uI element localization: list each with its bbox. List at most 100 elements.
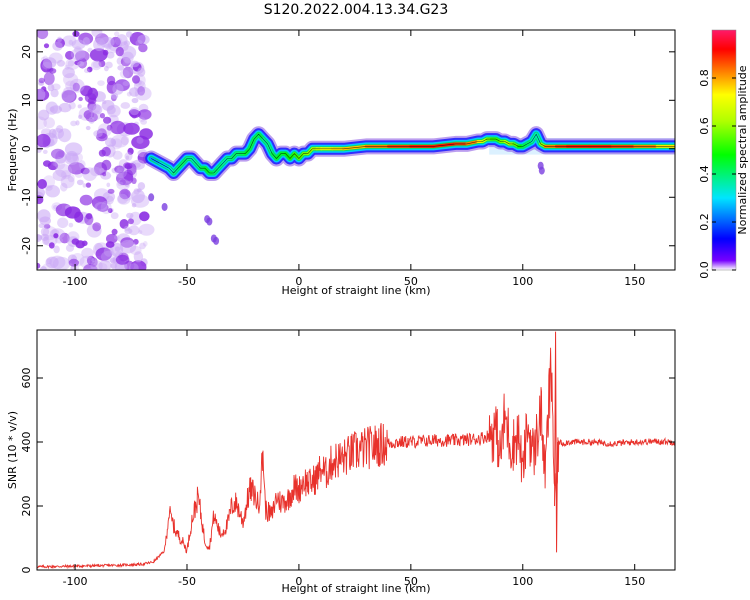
noise-blob: [92, 222, 102, 232]
noise-blob: [119, 69, 130, 79]
noise-blob: [72, 82, 80, 92]
noise-blob: [137, 86, 146, 96]
noise-blob: [133, 238, 139, 245]
noise-blob: [117, 193, 128, 204]
x-tick-label: -50: [178, 575, 196, 588]
noise-blob: [87, 87, 99, 100]
noise-blob: [137, 34, 150, 45]
noise-blob: [92, 61, 101, 68]
ridge-center-line: [151, 133, 675, 174]
noise-blob: [37, 179, 47, 189]
noise-blob: [40, 266, 47, 270]
noise-blob: [127, 147, 134, 155]
noise-blob: [115, 46, 124, 57]
noise-blob: [52, 41, 63, 51]
noise-blob: [112, 150, 123, 160]
noise-blob: [43, 223, 51, 229]
noise-blob: [38, 77, 45, 84]
noise-blob: [96, 132, 108, 142]
noise-blob: [68, 222, 74, 228]
noise-blob: [124, 228, 133, 235]
snr-x-axis: -100 -50 0 50 100 150: [63, 330, 645, 588]
noise-blob: [97, 80, 105, 86]
noise-blob: [131, 135, 150, 149]
noise-blob: [61, 90, 77, 103]
noise-blob: [139, 211, 150, 222]
noise-blob: [110, 212, 119, 220]
noise-blob: [78, 160, 86, 169]
noise-blob: [109, 138, 117, 147]
noise-blob: [143, 241, 148, 247]
colorbar-tick-label: 0.8: [698, 69, 711, 87]
spectral-spot: [213, 236, 220, 245]
colorbar-tick-label: 0.0: [698, 261, 711, 279]
noise-blob: [130, 60, 140, 68]
noise-blob: [137, 182, 146, 191]
noise-blob: [93, 104, 103, 115]
spectrogram-y-axis: -20 -10 0 10 20: [20, 45, 675, 255]
noise-blob: [67, 162, 85, 175]
noise-blob: [107, 208, 113, 214]
noise-blob: [67, 60, 75, 67]
noise-blob: [88, 116, 95, 124]
noise-blob: [129, 107, 140, 116]
noise-blob: [48, 128, 57, 139]
noise-blob: [81, 247, 94, 259]
spectrogram-x-axis: -100 -50 0 50 100 150: [63, 30, 645, 288]
noise-blob: [53, 233, 59, 239]
y-tick-label: 20: [20, 45, 33, 59]
noise-blob: [131, 189, 145, 204]
colorbar-label: Normalized spectral amplitude: [736, 65, 749, 234]
snr-x-label: Height of straight line (km): [281, 582, 430, 595]
y-tick-label: -10: [20, 188, 33, 206]
noise-blob: [138, 223, 155, 236]
colorbar-axis: 0.0 0.2 0.4 0.6 0.8: [698, 29, 737, 279]
noise-blob: [43, 71, 55, 86]
noise-blob: [119, 239, 137, 254]
noise-blob: [60, 170, 72, 180]
colorbar-tick-label: 0.4: [698, 165, 711, 183]
noise-blob: [43, 117, 55, 129]
noise-blob: [126, 212, 134, 219]
noise-blob: [120, 237, 135, 248]
noise-blob: [126, 91, 132, 97]
noise-blob: [133, 188, 140, 195]
noise-blob: [100, 250, 117, 263]
noise-blob: [105, 195, 114, 205]
chart-title: S120.2022.004.13.34.G23: [264, 2, 449, 18]
noise-blob: [122, 81, 130, 86]
noise-blob: [115, 166, 128, 179]
noise-blob: [110, 134, 129, 148]
noise-blob: [125, 31, 133, 38]
noise-blob: [71, 238, 80, 245]
noise-blob: [128, 263, 139, 270]
noise-blob: [105, 137, 116, 147]
noise-blob: [91, 196, 108, 210]
noise-blob: [47, 83, 55, 92]
noise-blob: [45, 256, 59, 269]
noise-blob: [75, 120, 80, 126]
noise-blob: [99, 36, 115, 48]
noise-blob: [81, 240, 88, 247]
noise-blob: [39, 216, 51, 225]
spectral-spot: [206, 217, 213, 226]
noise-blob: [72, 30, 80, 38]
colorbar-tick-label: 0.2: [698, 213, 711, 231]
noise-blob: [55, 38, 65, 48]
noise-blob: [78, 96, 83, 102]
spectrogram-x-label: Height of straight line (km): [281, 284, 430, 297]
noise-blob: [91, 258, 96, 263]
noise-blob: [132, 75, 140, 84]
noise-blob: [56, 59, 66, 67]
snr-y-label: SNR (10 * v/v): [6, 411, 19, 489]
noise-blob: [98, 60, 106, 68]
colorbar-tick-label: 0.6: [698, 117, 711, 135]
noise-blob: [98, 260, 112, 270]
noise-blob: [55, 237, 64, 244]
noise-blob: [123, 40, 131, 47]
noise-blob: [49, 106, 55, 112]
noise-blob: [101, 159, 112, 171]
noise-blob: [100, 200, 112, 215]
noise-blob: [139, 242, 146, 250]
